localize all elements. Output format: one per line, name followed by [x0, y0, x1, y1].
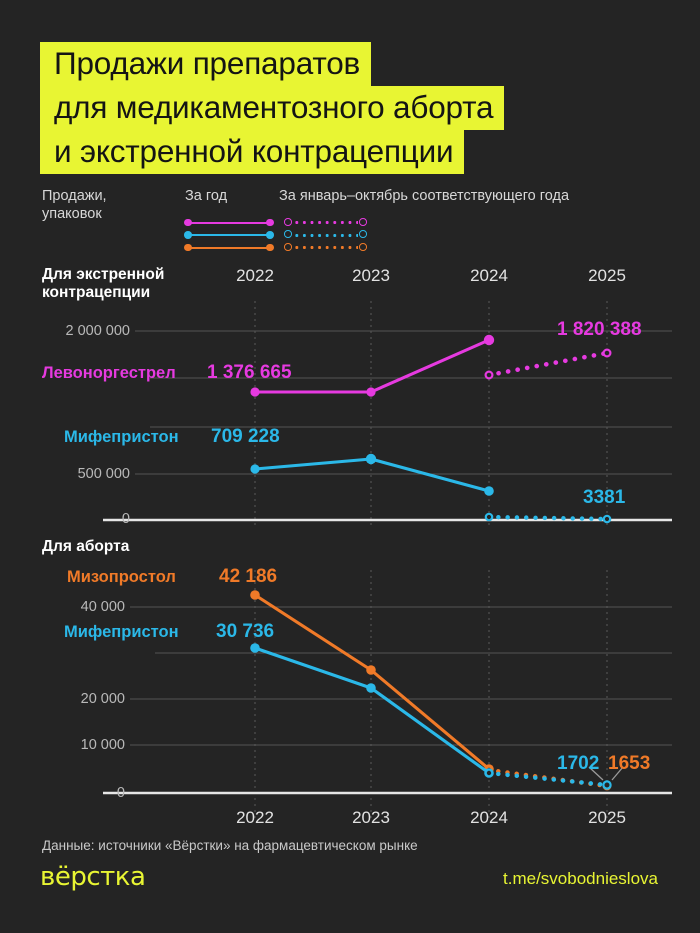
y-tick-top-0: 0 — [121, 511, 130, 527]
annotation-mifepristone-top-name: Мифепристон — [64, 428, 179, 446]
chart-bottom-canvas — [103, 570, 672, 818]
legend-solid-line-orange — [184, 243, 274, 252]
verstka-logo: вёрстка — [40, 862, 146, 892]
annotation-mifepristone-bottom-2025-value: 1702 — [557, 753, 600, 774]
annotation-levonorgestrel-2025-value: 1 820 388 — [557, 319, 642, 340]
y-tick-bottom-20000: 20 000 — [80, 691, 125, 707]
legend-dotted-line-cyan — [284, 230, 367, 238]
point-mifepristone-top-2023 — [365, 453, 377, 465]
annotation-mifepristone-top-2025-value: 3381 — [583, 487, 626, 508]
page-title: Продажи препаратов для медикаментозного … — [40, 42, 505, 174]
point-mifepristone-top-jan-oct-2025 — [602, 514, 612, 524]
point-mifepristone-bottom-2022 — [250, 643, 260, 653]
title-line-1: Продажи препаратов — [40, 42, 372, 86]
section-heading-contraception: Для экстренной контрацепции — [42, 266, 212, 302]
point-misoprostol-2022 — [250, 590, 260, 600]
x-tick-top-2022: 2022 — [236, 266, 274, 285]
horizontal-gridlines-top — [135, 330, 672, 475]
x-tick-bottom-2022: 2022 — [236, 808, 274, 827]
verstka-logo-text: вёрстка — [40, 862, 146, 892]
annotation-misoprostol-value: 42 186 — [219, 566, 278, 587]
legend-axis-caption: Продажи, упаковок — [42, 188, 142, 223]
annotation-levonorgestrel-value: 1 376 665 — [207, 362, 292, 383]
point-levonorgestrel-jan-oct-2024 — [484, 370, 494, 380]
section-heading-abortion: Для аборта — [42, 538, 130, 555]
annotation-misoprostol-name: Мизопростол — [67, 568, 176, 586]
series-line-levonorgestrel-dotted — [486, 350, 610, 378]
legend-solid-line-magenta — [184, 218, 274, 227]
annotation-mifepristone-top-value: 709 228 — [211, 426, 280, 447]
x-tick-bottom-2024: 2024 — [470, 808, 508, 827]
y-tick-bottom-10000: 10 000 — [80, 737, 125, 753]
point-mifepristone-bottom-jan-oct-2025 — [602, 780, 612, 790]
point-levonorgestrel-2022 — [250, 387, 260, 397]
title-line-2: для медикаментозного аборта — [40, 86, 505, 130]
legend-axis-caption-line1: Продажи, — [42, 188, 107, 204]
y-tick-bottom-40000: 40 000 — [80, 599, 125, 615]
x-tick-bottom-2025: 2025 — [588, 808, 626, 827]
chart-emergency-contraception — [0, 300, 700, 535]
x-axis-bottom: 2022 2023 2024 2025 — [0, 808, 700, 832]
point-mifepristone-top-2022 — [250, 464, 260, 474]
point-misoprostol-2023 — [366, 665, 376, 675]
x-tick-bottom-2023: 2023 — [352, 808, 390, 827]
annotation-leader-lines — [588, 766, 624, 781]
section-heading-contraception-line2: контрацепции — [42, 284, 151, 301]
y-tick-top-500000: 500 000 — [77, 466, 130, 482]
series-line-misoprostol-solid — [253, 593, 491, 771]
horizontal-gridlines-bottom — [130, 606, 672, 746]
annotation-levonorgestrel-name: Левоноргестрел — [42, 364, 176, 382]
chart-abortion — [0, 570, 700, 820]
vertical-gridlines-top — [254, 300, 608, 525]
section-heading-contraception-line1: Для экстренной — [42, 266, 165, 283]
annotation-mifepristone-bottom-name: Мифепристон — [64, 623, 179, 641]
point-mifepristone-bottom-jan-oct-2024 — [484, 768, 494, 778]
point-mifepristone-top-2024 — [484, 486, 494, 496]
telegram-link[interactable]: t.me/svobodnieslova — [503, 869, 658, 888]
source-note: Данные: источники «Вёрстки» на фармацевт… — [42, 838, 418, 853]
legend-solid-line-cyan — [184, 231, 274, 239]
y-tick-top-2000000: 2 000 000 — [65, 323, 130, 339]
legend-axis-caption-line2: упаковок — [42, 205, 102, 222]
x-tick-top-2024: 2024 — [470, 266, 508, 285]
x-axis-top: 2022 2023 2024 2025 — [0, 266, 700, 290]
title-line-3: и экстренной контрацепции — [40, 130, 465, 174]
series-line-mifepristone-bottom-dotted — [486, 770, 610, 788]
legend-header-year: За год — [185, 188, 228, 204]
x-tick-top-2025: 2025 — [588, 266, 626, 285]
legend-dotted-line-magenta — [284, 217, 367, 226]
point-mifepristone-top-jan-oct-2024 — [484, 512, 494, 522]
point-levonorgestrel-2024 — [483, 334, 495, 346]
chart-top-canvas — [103, 300, 672, 525]
x-tick-top-2023: 2023 — [352, 266, 390, 285]
legend-dotted-line-orange — [284, 242, 367, 251]
legend-header-partial: За январь–октябрь соответствующего года — [279, 188, 570, 204]
point-mifepristone-bottom-2023 — [366, 683, 376, 693]
series-line-mifepristone-top-dotted — [486, 514, 610, 522]
point-levonorgestrel-jan-oct-2025 — [602, 348, 612, 358]
series-line-misoprostol-dotted — [486, 767, 610, 789]
annotation-mifepristone-bottom-value: 30 736 — [216, 621, 275, 642]
annotation-misoprostol-2025-value: 1653 — [608, 753, 651, 774]
point-levonorgestrel-2023 — [366, 387, 376, 397]
y-tick-bottom-0: 0 — [116, 785, 125, 801]
